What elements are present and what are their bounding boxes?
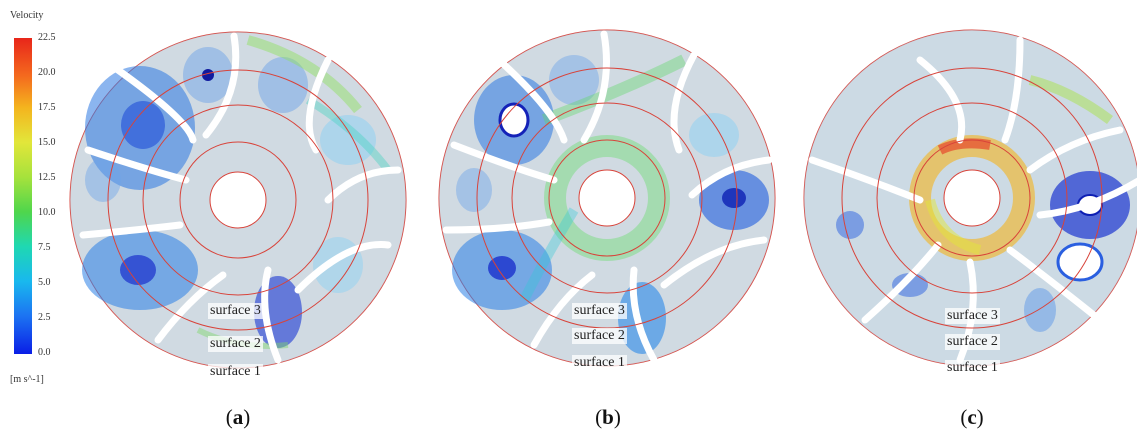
legend-tick: 22.5 xyxy=(38,32,56,43)
legend-tick: 2.5 xyxy=(38,312,51,323)
impeller-streamline-plot-b xyxy=(438,29,776,367)
legend-tick: 17.5 xyxy=(38,102,56,113)
caption: (b) xyxy=(595,405,621,429)
legend-units: [m s^-1] xyxy=(10,374,44,385)
surface-label: surface 3 xyxy=(208,303,263,319)
impeller-streamline-plot-c xyxy=(803,29,1137,367)
legend-tick: 12.5 xyxy=(38,172,56,183)
surface-label: surface 1 xyxy=(945,360,1000,376)
surface-label: surface 3 xyxy=(945,308,1000,324)
legend-tick: 15.0 xyxy=(38,137,56,148)
caption: (a) xyxy=(225,405,251,429)
velocity-colorbar xyxy=(14,38,32,354)
legend-tick: 10.0 xyxy=(38,207,56,218)
panel-b: surface 3 surface 2 surface 1 (b) xyxy=(424,0,784,439)
surface-label: surface 3 xyxy=(572,303,627,319)
caption: (c) xyxy=(960,405,984,429)
impeller-streamline-plot-a xyxy=(69,31,407,369)
legend-title: Velocity xyxy=(10,10,44,21)
surface-label: surface 2 xyxy=(572,328,627,344)
surface-label: surface 2 xyxy=(208,336,263,352)
surface-label: surface 1 xyxy=(572,355,627,371)
panel-a: surface 3 surface 2 surface 1 (a) xyxy=(58,0,418,439)
panel-c: surface 3 surface 2 surface 1 (c) xyxy=(790,0,1137,439)
legend-tick: 7.5 xyxy=(38,242,51,253)
surface-label: surface 1 xyxy=(208,364,263,380)
velocity-legend: Velocity 22.5 20.0 17.5 15.0 12.5 10.0 7… xyxy=(0,0,60,400)
legend-tick: 0.0 xyxy=(38,347,51,358)
surface-label: surface 2 xyxy=(945,334,1000,350)
legend-tick: 20.0 xyxy=(38,67,56,78)
legend-tick: 5.0 xyxy=(38,277,51,288)
